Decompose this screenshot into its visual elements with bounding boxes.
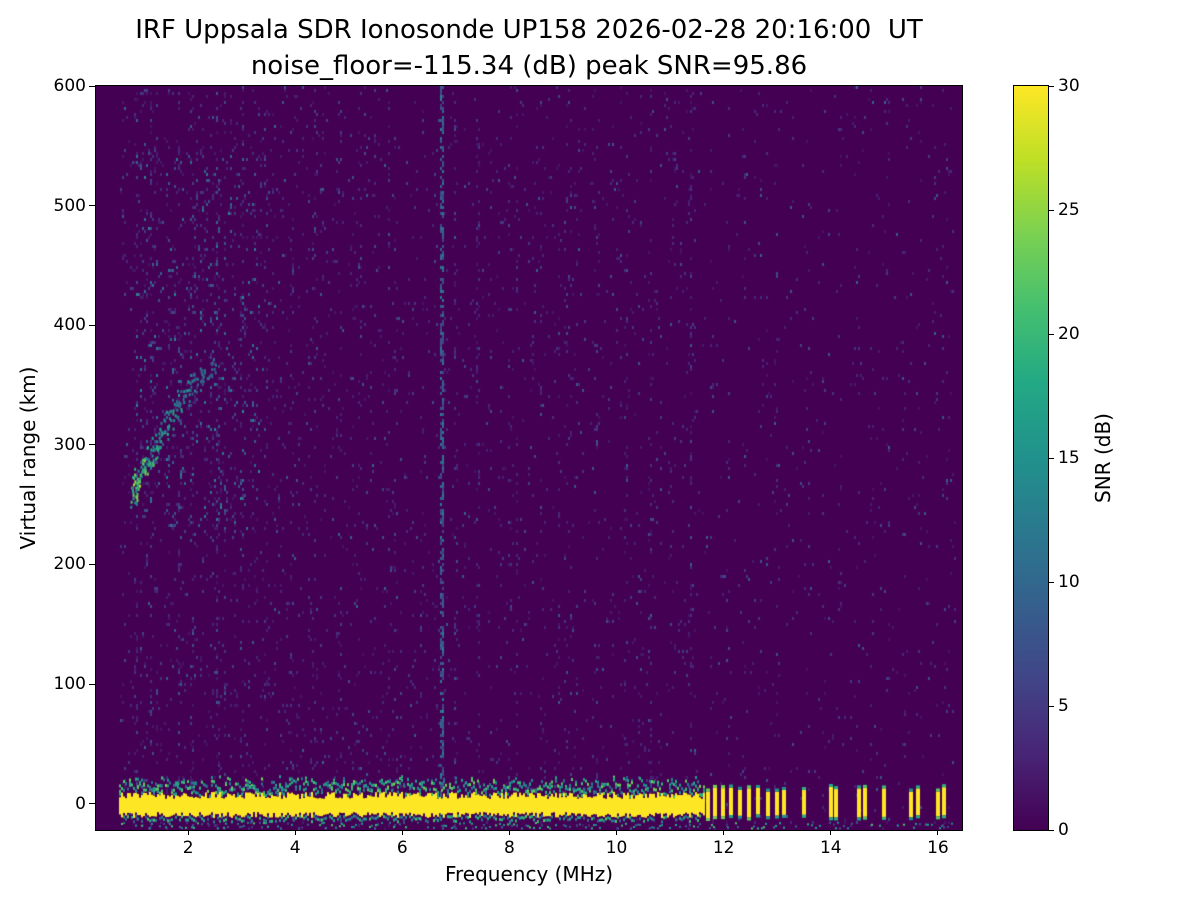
plot-area [95,85,963,831]
colorbar-tick-mark [1049,829,1054,831]
x-axis-label: Frequency (MHz) [444,862,614,886]
x-tick-mark [401,830,403,835]
y-tick-mark [89,85,95,87]
chart-title-line1: IRF Uppsala SDR Ionosonde UP158 2026-02-… [135,15,923,45]
x-tick-label: 6 [396,838,408,858]
y-tick-label: 500 [53,195,86,216]
colorbar-tick-label: 20 [1058,324,1080,344]
colorbar-tick-label: 0 [1058,820,1069,840]
y-tick-mark [89,563,95,565]
x-tick-mark [187,830,189,835]
colorbar-tick-label: 30 [1058,76,1080,96]
y-tick-label: 0 [75,793,86,814]
y-tick-mark [89,683,95,685]
colorbar-tick-mark [1049,85,1054,87]
y-tick-label: 300 [53,434,86,455]
x-tick-label: 16 [927,838,949,858]
colorbar-tick-mark [1049,581,1054,583]
x-tick-mark [616,830,618,835]
colorbar-tick-label: 25 [1058,200,1080,220]
colorbar-tick-mark [1049,705,1054,707]
colorbar-label: SNR (dB) [1091,413,1115,503]
colorbar-tick-label: 5 [1058,696,1069,716]
ionogram-canvas [96,86,962,830]
x-tick-label: 2 [182,838,194,858]
colorbar-tick-mark [1049,333,1054,335]
colorbar-tick-mark [1049,457,1054,459]
x-tick-label: 12 [712,838,735,858]
y-tick-mark [89,444,95,446]
x-tick-label: 10 [605,838,628,858]
x-tick-mark [723,830,725,835]
colorbar-tick-mark [1049,209,1054,211]
colorbar [1013,85,1049,831]
y-tick-label: 600 [53,76,86,96]
x-tick-label: 14 [819,838,842,858]
y-tick-mark [89,803,95,805]
x-tick-label: 4 [289,838,301,858]
colorbar-tick-label: 15 [1058,448,1080,468]
y-tick-label: 200 [53,554,86,575]
x-tick-mark [937,830,939,835]
chart-title-line2: noise_floor=-115.34 (dB) peak SNR=95.86 [250,51,808,81]
x-tick-mark [294,830,296,835]
y-tick-mark [89,205,95,207]
x-tick-label: 8 [504,838,515,858]
y-tick-label: 400 [53,315,86,336]
x-tick-mark [830,830,832,835]
y-tick-mark [89,324,95,326]
colorbar-tick-label: 10 [1058,572,1080,592]
y-axis-label: Virtual range (km) [16,366,40,550]
x-tick-mark [508,830,510,835]
y-tick-label: 100 [53,674,86,695]
chart-title: IRF Uppsala SDR Ionosonde UP158 2026-02-… [96,12,962,84]
